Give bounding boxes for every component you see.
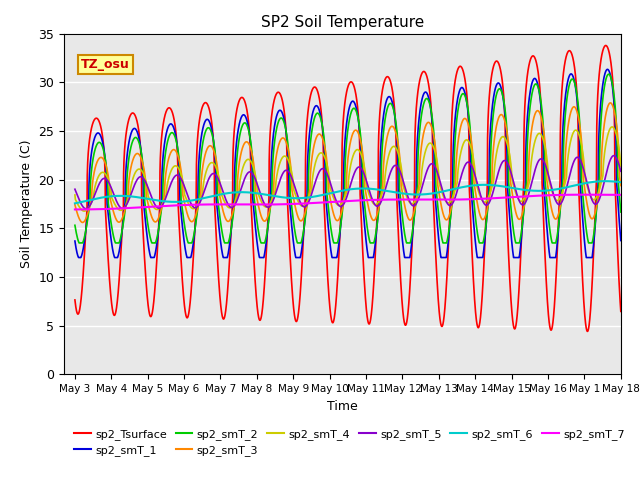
X-axis label: Time: Time [327,400,358,413]
Title: SP2 Soil Temperature: SP2 Soil Temperature [260,15,424,30]
Text: TZ_osu: TZ_osu [81,58,129,71]
Legend: sp2_Tsurface, sp2_smT_1, sp2_smT_2, sp2_smT_3, sp2_smT_4, sp2_smT_5, sp2_smT_6, : sp2_Tsurface, sp2_smT_1, sp2_smT_2, sp2_… [70,424,629,460]
Y-axis label: Soil Temperature (C): Soil Temperature (C) [20,140,33,268]
